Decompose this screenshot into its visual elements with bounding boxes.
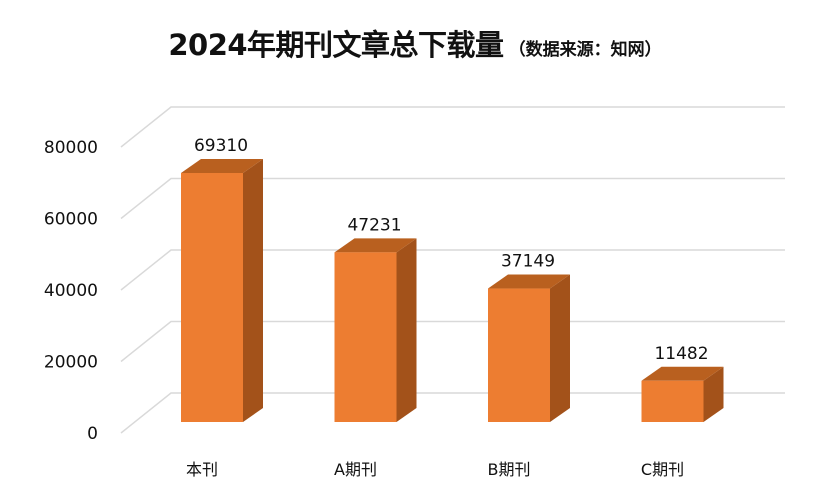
bar-side [243,159,263,422]
y-tick-label: 60000 [44,210,98,230]
bar [181,173,243,422]
data-label: 37149 [501,252,555,272]
bar [641,380,704,422]
bar-top [488,274,570,289]
chart-subtitle: （数据来源：知网） [508,40,662,60]
bar-top [334,238,417,253]
data-label: 11482 [654,344,708,364]
gridline [120,249,785,291]
bar-side [396,238,417,422]
y-tick-label: 20000 [44,353,98,373]
x-tick-label: B期刊 [488,460,531,479]
y-tick-label: 0 [87,424,98,444]
y-tick-label: 40000 [44,281,98,301]
gridline [120,392,785,434]
bar [488,288,550,422]
gridline [120,177,785,220]
bar-top [641,366,724,381]
data-label: 69310 [194,136,248,156]
x-tick-label: C期刊 [641,460,684,479]
chart-title-block: 2024年期刊文章总下载量 （数据来源：知网） [0,22,830,64]
gridline [120,106,785,148]
x-tick-label: 本刊 [186,460,218,479]
data-label: 47231 [347,215,401,235]
bar [334,252,397,422]
bar-top [181,159,263,173]
chart-title: 2024年期刊文章总下载量 [168,28,504,62]
bar-side [550,274,570,422]
y-tick-label: 80000 [44,138,98,158]
bar-side [703,366,724,422]
gridline [120,320,785,363]
x-tick-label: A期刊 [334,460,377,479]
